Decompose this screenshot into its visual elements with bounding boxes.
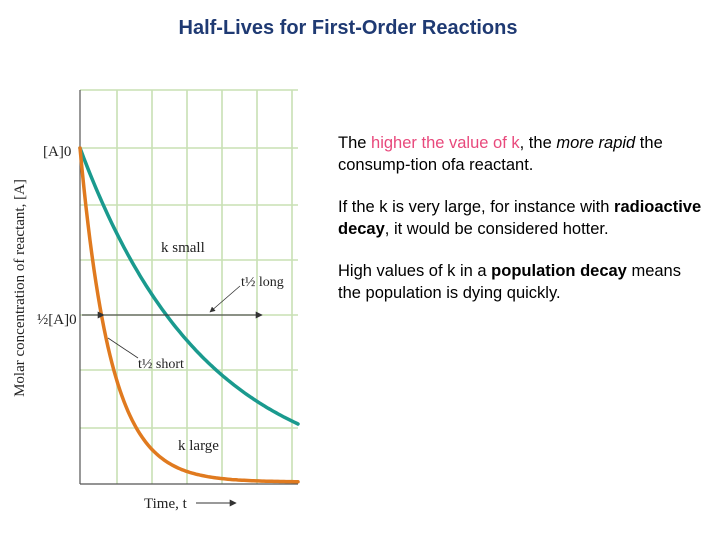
note-text: means the population is dying quickly. [338, 262, 681, 302]
note-text: , the [519, 134, 557, 152]
series-label-k-small: k small [161, 240, 205, 256]
note-text: the consump-tion ofa reactant. [338, 134, 663, 174]
note-text: High values of k in a [338, 262, 492, 280]
note-radioactive-decay: If the k is very large, for instance wit… [338, 196, 708, 240]
note-text: If the k is very large, for instance wit… [338, 198, 615, 216]
notes-panel: The higher the value of k, the more rapi… [338, 132, 708, 324]
note-text: The [338, 134, 372, 152]
x-axis-label: Time, t [144, 496, 188, 512]
half-life-label-short: t½ short [138, 357, 184, 372]
y-axis-label: Molar concentration of reactant, [A] [12, 179, 28, 397]
note-population-decay: High values of k in a population decay m… [338, 260, 708, 304]
y-tick-a0: [A]0 [43, 144, 71, 160]
half-life-label-long: t½ long [241, 275, 284, 290]
note-highlight: higher the value of k [371, 134, 520, 152]
note-bold: radioactive decay [338, 198, 702, 238]
series-line-k-small [78, 146, 300, 426]
series-label-k-large: k large [178, 438, 219, 454]
series-line-k-large [78, 146, 300, 484]
t-short-pointer [107, 337, 139, 359]
y-tick-half-a0: ½[A]0 [37, 312, 77, 328]
note-text: , it would be considered hotter. [384, 220, 609, 238]
t-long-pointer [209, 285, 241, 313]
note-rate-constant: The higher the value of k, the more rapi… [338, 132, 708, 176]
note-emphasis: more rapid [556, 134, 636, 152]
note-bold: population decay [491, 262, 627, 280]
slide-title: Half-Lives for First-Order Reactions [178, 17, 518, 39]
